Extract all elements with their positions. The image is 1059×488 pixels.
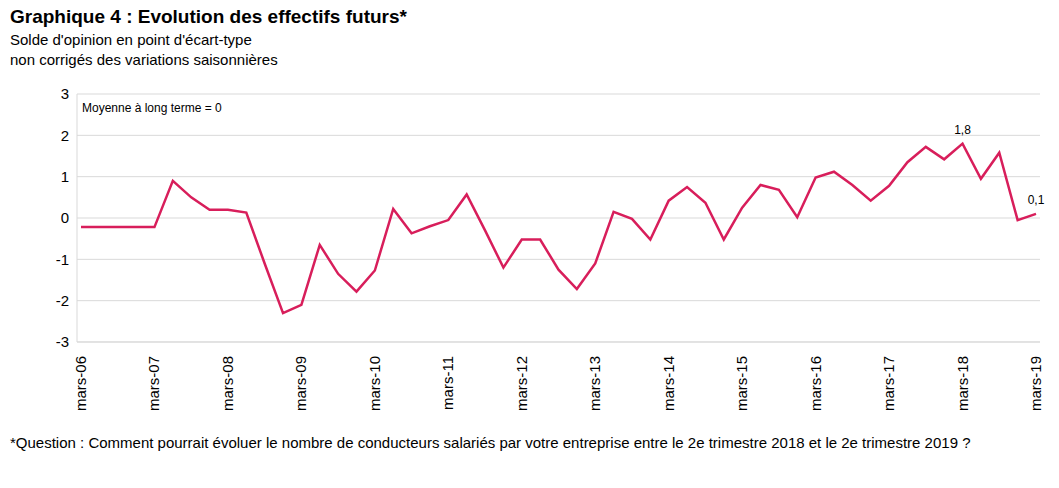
svg-text:mars-13: mars-13 — [586, 356, 603, 411]
html-text:Graphique 4 : Evolution des ef: Graphique 4 : Evolution des effectifs fu… — [10, 6, 407, 27]
html-text:non corrigés des variations sa: non corrigés des variations saisonnières — [10, 51, 278, 68]
svg-text:1: 1 — [61, 168, 69, 185]
svg-text:-2: -2 — [56, 292, 69, 309]
svg-text:3: 3 — [61, 85, 69, 102]
svg-text:2: 2 — [61, 127, 69, 144]
svg-text:mars-11: mars-11 — [439, 356, 456, 410]
svg-text:-3: -3 — [56, 333, 69, 350]
svg-text:mars-07: mars-07 — [145, 356, 162, 411]
html-text:Solde d'opinion en point d'éca: Solde d'opinion en point d'écart-type — [10, 31, 252, 48]
svg-text:mars-12: mars-12 — [513, 356, 530, 411]
svg-text:-1: -1 — [56, 251, 69, 268]
svg-text:mars-06: mars-06 — [72, 356, 89, 411]
svg-text:0,1: 0,1 — [1028, 193, 1045, 207]
svg-text:mars-19: mars-19 — [1027, 356, 1044, 411]
svg-text:mars-14: mars-14 — [660, 356, 677, 411]
svg-text:mars-17: mars-17 — [880, 356, 897, 411]
svg-text:mars-16: mars-16 — [807, 356, 824, 411]
svg-text:mars-08: mars-08 — [219, 356, 236, 411]
html-text:*Question : Comment pourrait é: *Question : Comment pourrait évoluer le … — [10, 434, 971, 451]
svg-text:0: 0 — [61, 209, 69, 226]
svg-text:1,8: 1,8 — [954, 123, 971, 137]
svg-text:mars-09: mars-09 — [292, 356, 309, 411]
svg-text:mars-10: mars-10 — [366, 356, 383, 411]
svg-text:mars-15: mars-15 — [733, 356, 750, 411]
svg-text:mars-18: mars-18 — [954, 356, 971, 411]
html-text:Moyenne à long terme = 0: Moyenne à long terme = 0 — [82, 101, 222, 115]
